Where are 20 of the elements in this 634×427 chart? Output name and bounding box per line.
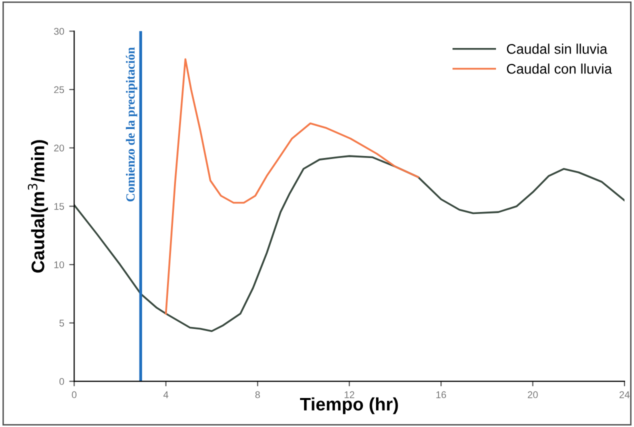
legend-label: Caudal con lluvia bbox=[506, 64, 612, 74]
y-axis-title: Caudal(m$^{3}$/min) bbox=[28, 140, 48, 273]
x-tick-label: 24 bbox=[620, 391, 630, 398]
x-tick-label: 16 bbox=[436, 391, 446, 398]
x-tick-label: 20 bbox=[528, 391, 538, 398]
x-tick-label: 4 bbox=[163, 391, 168, 398]
y-tick-label: 5 bbox=[59, 320, 64, 327]
legend-label: Caudal sin lluvia bbox=[506, 44, 608, 54]
y-tick-label: 10 bbox=[54, 261, 64, 268]
x-tick-label: 12 bbox=[344, 391, 354, 398]
y-tick-label: 30 bbox=[54, 28, 64, 35]
y-tick-label: 25 bbox=[54, 86, 64, 94]
x-tick-label: 0 bbox=[72, 391, 76, 398]
y-tick-label: 20 bbox=[54, 144, 64, 152]
x-tick-label: 8 bbox=[255, 391, 260, 398]
y-tick-label: 15 bbox=[54, 203, 64, 210]
line-series bbox=[164, 58, 420, 315]
ref-line-label: Comienzo de la precipitación bbox=[126, 47, 138, 202]
y-tick-label: 0 bbox=[59, 378, 64, 385]
x-axis-title: Tiempo (hr) bbox=[300, 397, 398, 414]
